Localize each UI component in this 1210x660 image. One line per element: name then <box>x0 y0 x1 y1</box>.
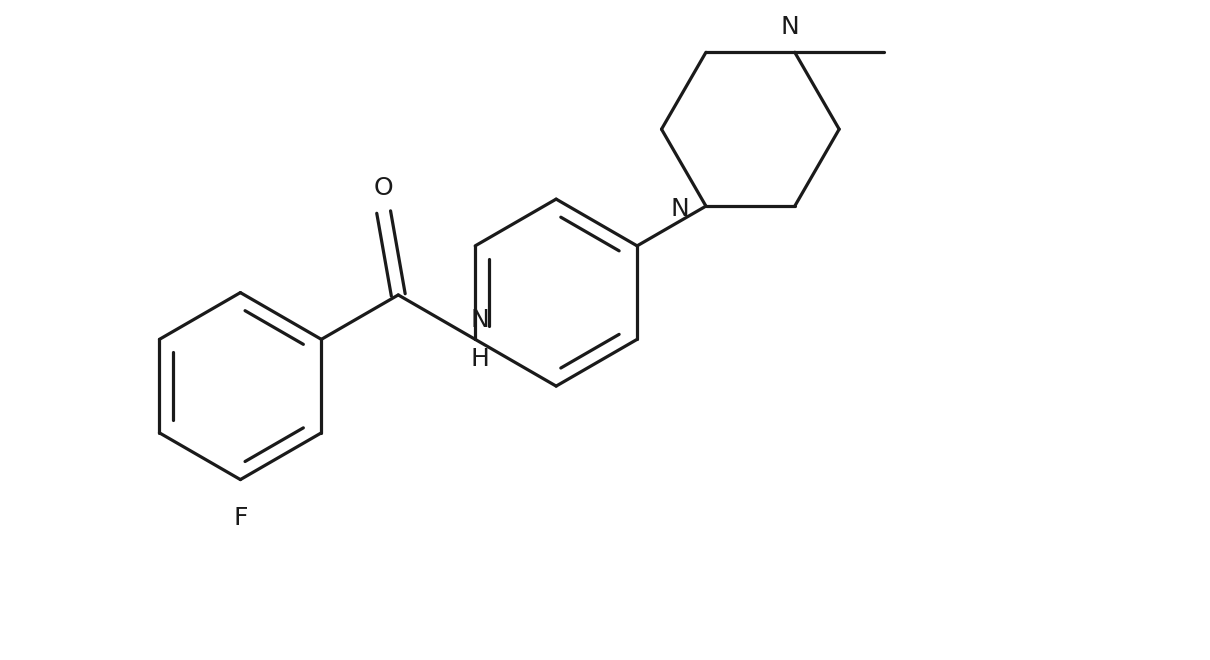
Text: N: N <box>780 15 800 39</box>
Text: N: N <box>471 308 489 332</box>
Text: O: O <box>374 176 393 200</box>
Text: H: H <box>471 346 489 371</box>
Text: N: N <box>670 197 690 221</box>
Text: F: F <box>234 506 248 530</box>
